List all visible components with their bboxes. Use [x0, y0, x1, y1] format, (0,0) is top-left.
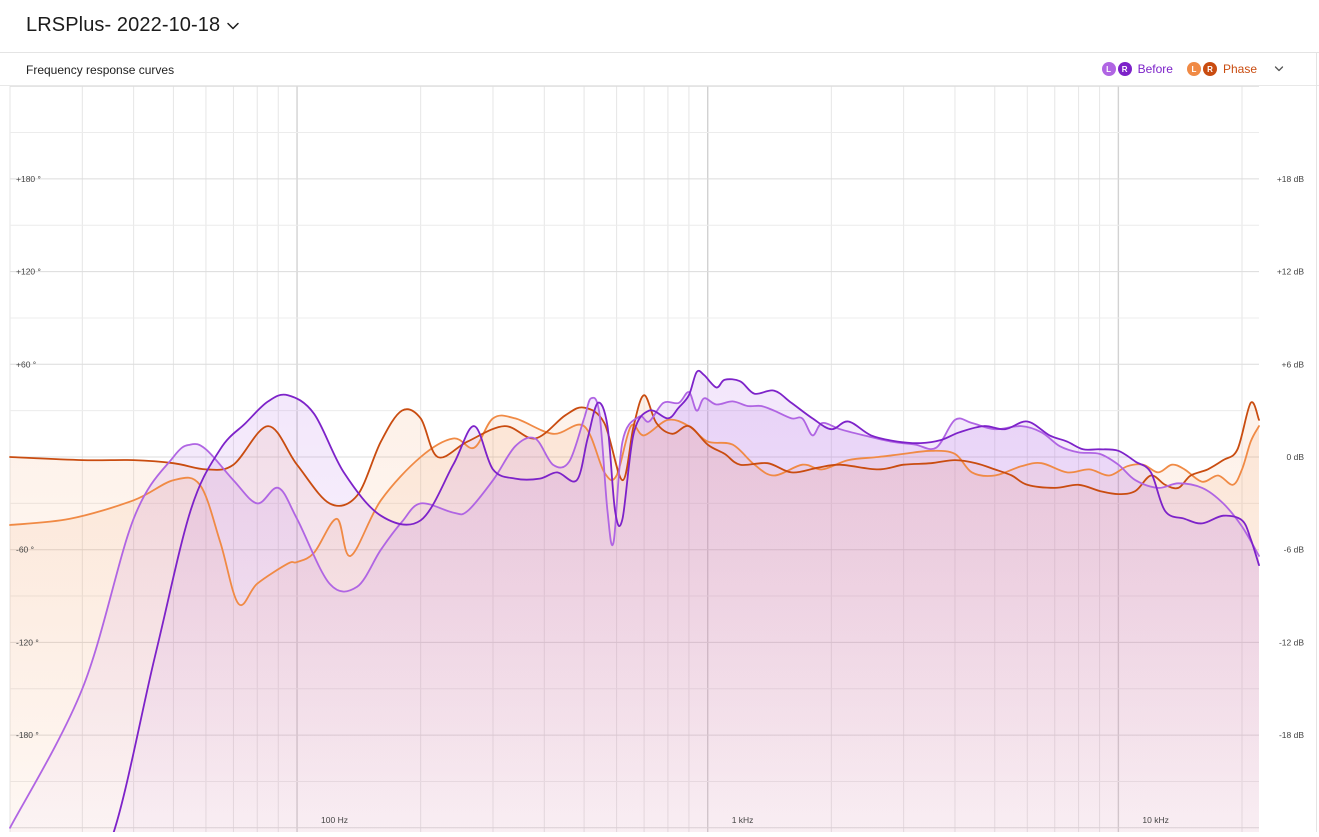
y-left-tick-label: +120 ° — [16, 267, 41, 277]
series-lines — [9, 369, 1260, 837]
legend-phase-label: Phase — [1222, 62, 1257, 76]
y-right-tick-label: -18 dB — [1279, 730, 1304, 740]
legend-before[interactable]: L R Before — [1101, 62, 1173, 76]
y-right-tick-label: -12 dB — [1279, 637, 1304, 647]
legend-before-right-dot[interactable]: R — [1117, 62, 1132, 76]
y-right-tick-label: 0 dB — [1287, 452, 1305, 462]
panel-header: Frequency response curves L R Before L R… — [0, 53, 1319, 86]
y-left-tick-label: +180 ° — [16, 174, 41, 184]
y-right-tick-label: -6 dB — [1284, 545, 1305, 555]
x-tick-label: 100 Hz — [321, 815, 348, 825]
series-line-before-r — [111, 369, 1260, 837]
series-fills — [10, 370, 1259, 837]
legend-phase[interactable]: L R Phase — [1186, 62, 1257, 76]
session-title: LRSPlus- 2022-10-18 — [26, 14, 221, 36]
series-line-phase-r — [9, 394, 1260, 507]
y-right-tick-label: +12 dB — [1277, 267, 1305, 277]
axis-labels: +180 ° +120 ° +60 ° -60 ° -120 ° -180 ° +18 dB… — [16, 174, 1304, 825]
y-left-tick-label: -180 ° — [16, 730, 39, 740]
panel-title: Frequency response curves — [26, 63, 175, 77]
legend-phase-right-dot[interactable]: R — [1202, 62, 1217, 76]
session-title-dropdown[interactable]: LRSPlus- 2022-10-18 — [26, 14, 240, 37]
y-left-tick-label: -60 ° — [16, 545, 34, 555]
chevron-down-icon — [227, 22, 239, 29]
legend-before-label: Before — [1137, 62, 1173, 76]
legend-phase-left-dot[interactable]: L — [1186, 62, 1201, 76]
series-fill-before-r — [10, 370, 1259, 837]
legend[interactable]: L R Before L R Phase — [1094, 62, 1285, 76]
chart-area: +180 ° +120 ° +60 ° -60 ° -120 ° -180 ° +18 dB… — [0, 85, 1319, 837]
y-left-tick-label: -120 ° — [16, 637, 39, 647]
x-tick-label: 10 kHz — [1142, 815, 1168, 825]
y-right-tick-label: +6 dB — [1282, 359, 1305, 369]
y-left-tick-label: +60 ° — [16, 359, 36, 369]
series-line-before-l — [9, 391, 1260, 829]
legend-before-left-dot[interactable]: L — [1101, 62, 1116, 76]
legend-chevron-down-icon[interactable] — [1273, 63, 1285, 75]
x-tick-label: 1 kHz — [732, 815, 754, 825]
top-bar: LRSPlus- 2022-10-18 — [0, 0, 1319, 53]
right-border — [1316, 53, 1317, 832]
y-right-tick-label: +18 dB — [1277, 174, 1305, 184]
frequency-response-chart: +180 ° +120 ° +60 ° -60 ° -120 ° -180 ° +18 dB… — [9, 85, 1304, 837]
